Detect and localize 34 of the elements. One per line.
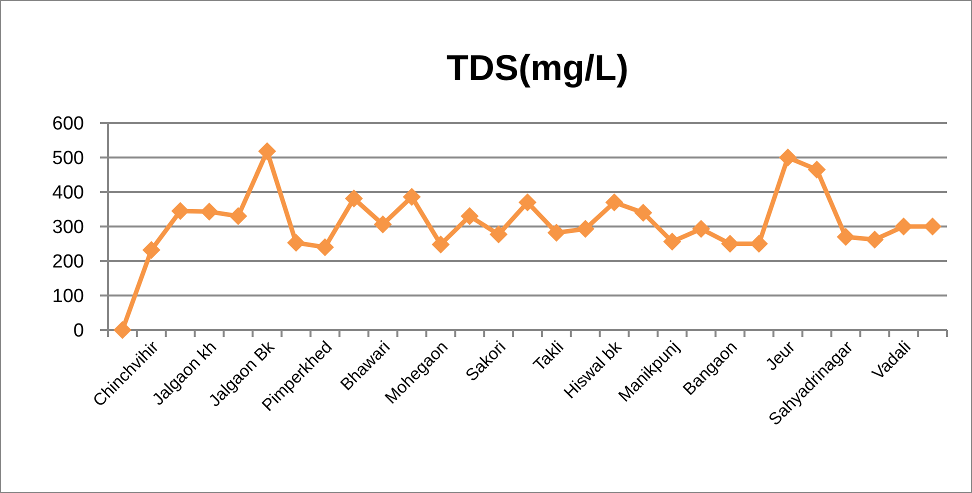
- y-tick-label: 500: [52, 148, 84, 170]
- y-tick-label: 200: [52, 252, 84, 273]
- point: [808, 160, 826, 179]
- point: [258, 142, 276, 160]
- point: [374, 215, 392, 234]
- point: [402, 188, 421, 206]
- point: [460, 207, 479, 226]
- y-tick-label: 600: [52, 114, 84, 135]
- y-tick-label: 100: [52, 286, 84, 308]
- point: [663, 232, 682, 251]
- point: [229, 207, 248, 226]
- point: [200, 202, 218, 221]
- point: [605, 193, 624, 212]
- point: [287, 234, 306, 252]
- point: [344, 190, 363, 208]
- point: [171, 202, 190, 220]
- point: [547, 224, 566, 242]
- y-tick-label: 300: [52, 217, 84, 238]
- point: [778, 148, 797, 166]
- y-tick-label: 400: [52, 182, 84, 204]
- y-tick-label: 0: [73, 320, 84, 342]
- point: [634, 204, 652, 222]
- point: [518, 193, 536, 212]
- point: [490, 225, 508, 244]
- point: [113, 321, 132, 339]
- point: [836, 228, 855, 246]
- point: [432, 235, 450, 254]
- point: [924, 218, 942, 236]
- point: [692, 220, 710, 238]
- point: [866, 230, 884, 249]
- point: [142, 240, 160, 259]
- point: [576, 220, 594, 238]
- point: [316, 238, 334, 256]
- chart-title: TDS(mg/L): [446, 47, 628, 88]
